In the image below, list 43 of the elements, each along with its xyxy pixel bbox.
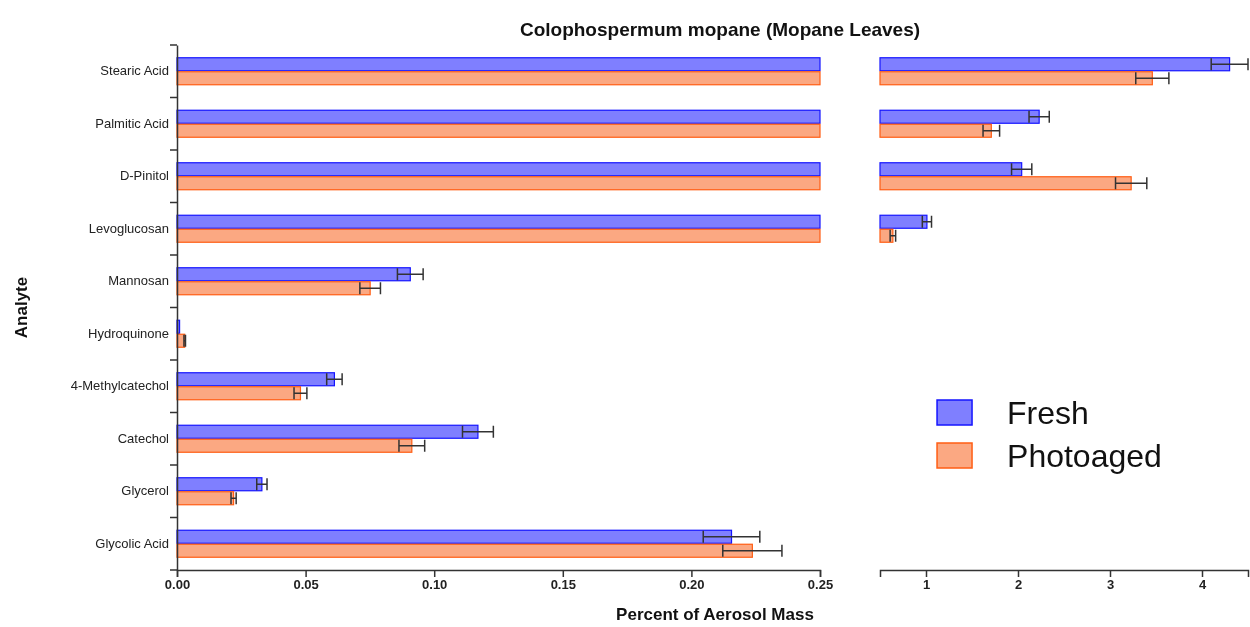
x-tick-label: 1 (922, 577, 931, 593)
bar (176, 386, 302, 401)
bar (176, 491, 235, 506)
bar (176, 529, 733, 544)
chart-title: Colophospermum mopane (Mopane Leaves) (519, 19, 921, 40)
bar (176, 543, 753, 558)
x-tick-label: 0.15 (550, 577, 576, 593)
bar (176, 228, 821, 243)
y-tick-label: Palmitic Acid (95, 115, 169, 131)
y-tick-label: Levoglucosan (88, 220, 169, 236)
y-tick-label: Stearic Acid (100, 63, 169, 79)
bar (176, 109, 821, 124)
bar (176, 176, 821, 191)
y-tick-label: Hydroquinone (88, 325, 169, 341)
legend-label: Photoaged (1007, 438, 1162, 474)
x-tick-label: 2 (1014, 577, 1023, 593)
y-axis-title: Analyte (12, 276, 31, 339)
bar (176, 424, 479, 439)
bar (176, 57, 821, 72)
y-tick-label: Catechol (117, 430, 170, 446)
y-tick-label: Glycolic Acid (95, 535, 169, 551)
bar (176, 162, 821, 177)
x-tick-label: 0.05 (293, 577, 319, 593)
x-axis-title: Percent of Aerosol Mass (616, 605, 814, 624)
x-tick-label: 0.00 (164, 577, 191, 593)
bar (176, 267, 411, 282)
bar (176, 477, 263, 492)
x-tick-label: 0.25 (807, 577, 834, 593)
y-tick-label: 4-Methylcatechol (70, 378, 170, 394)
legend-label: Fresh (1007, 395, 1089, 431)
bar (176, 372, 336, 387)
x-tick-label: 0.20 (679, 577, 705, 593)
bar (176, 281, 371, 296)
y-tick-label: Mannosan (108, 273, 169, 289)
x-tick-label: 0.10 (422, 577, 448, 593)
y-tick-label: D-Pinitol (119, 168, 170, 184)
bar (176, 123, 821, 138)
bar (176, 438, 413, 453)
bar (176, 71, 821, 86)
x-tick-label: 3 (1106, 577, 1115, 593)
bar (176, 214, 821, 229)
x-tick-label: 4 (1198, 577, 1207, 593)
y-tick-label: Glycerol (121, 483, 170, 499)
